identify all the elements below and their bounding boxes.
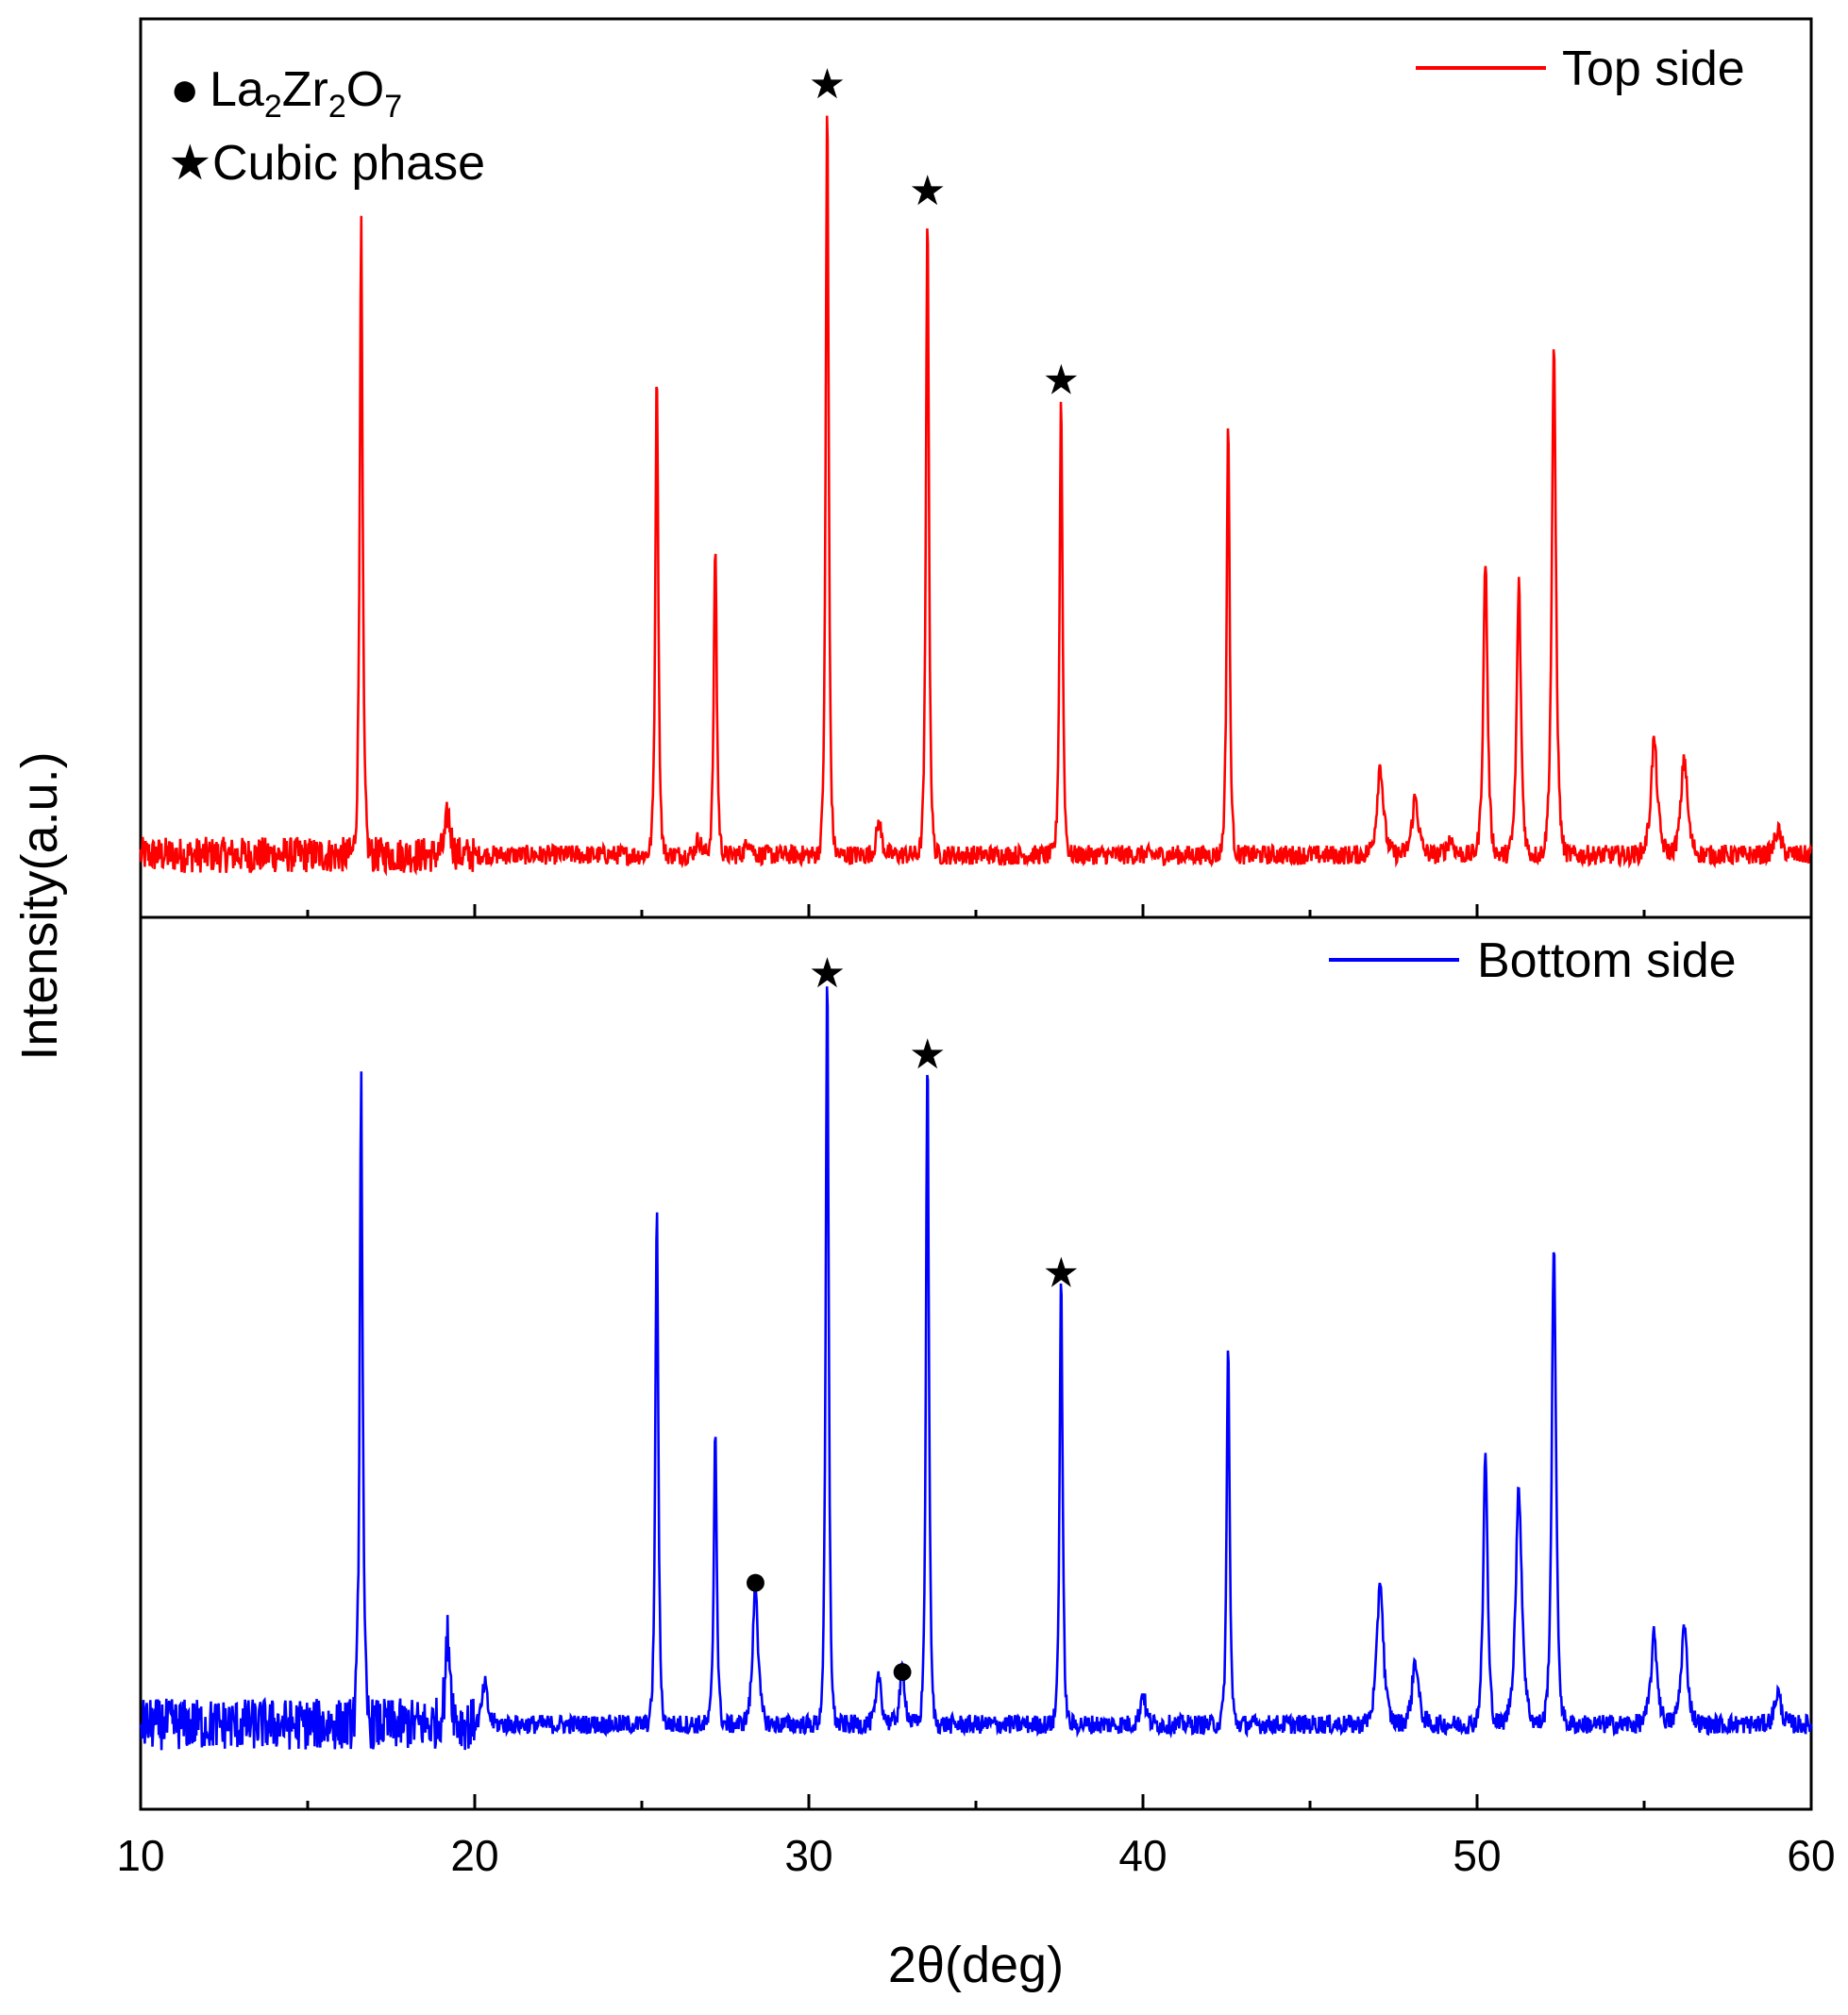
x-axis: 10 20 30 40 50 60 (116, 904, 1836, 1880)
phase-legend-cubic-phase: Cubic phase (212, 136, 485, 191)
cubic-phase-marker-bottom-2: ★ (1043, 1251, 1080, 1297)
spectrum-line-bottom-side (139, 986, 1813, 1751)
formula-sub-1: 2 (264, 89, 282, 125)
spectra-layer (139, 115, 1813, 1751)
x-tick-label-60: 60 (1787, 1831, 1835, 1880)
phase-legend-la2zr2o7: La2Zr2O7 (210, 62, 402, 125)
phase-legend-dot-symbol: ● (170, 62, 199, 117)
spectrum-line-top-side (139, 115, 1813, 877)
x-axis-title: 2θ(deg) (888, 1937, 1064, 1993)
x-tick-label-10: 10 (116, 1831, 164, 1880)
x-tick-label-40: 40 (1118, 1831, 1167, 1880)
cubic-phase-marker-top-0: ★ (809, 61, 846, 108)
cubic-phase-marker-top-2: ★ (1043, 358, 1080, 404)
cubic-phase-marker-bottom-0: ★ (809, 950, 846, 997)
formula-o: O (346, 62, 384, 117)
y-axis-title: Intensity(a.u.) (11, 751, 68, 1060)
series-legend-bottom: Bottom side (1329, 933, 1737, 988)
legend-label-bottom-side: Bottom side (1477, 933, 1737, 988)
series-legend-top: Top side (1416, 42, 1745, 96)
formula-sub-2: 2 (328, 89, 346, 125)
formula-sub-3: 7 (384, 89, 402, 125)
formula-zr: Zr (282, 62, 328, 117)
legend-label-top-side: Top side (1562, 42, 1745, 96)
phase-legend: ● La2Zr2O7 ★ Cubic phase (168, 62, 485, 191)
phase-legend-star-symbol: ★ (168, 136, 212, 191)
cubic-phase-marker-bottom-1: ★ (909, 1032, 946, 1078)
la2zr2o7-marker-bottom-4: ● (890, 1647, 916, 1693)
peak-markers-layer: ★ ★ ★ ★ ★ ★ ● ● (743, 61, 1080, 1693)
x-tick-label-30: 30 (784, 1831, 832, 1880)
formula-la: La (210, 62, 264, 117)
la2zr2o7-marker-bottom-3: ● (743, 1558, 768, 1604)
x-tick-label-20: 20 (450, 1831, 498, 1880)
x-tick-label-50: 50 (1453, 1831, 1501, 1880)
cubic-phase-marker-top-1: ★ (909, 168, 946, 214)
